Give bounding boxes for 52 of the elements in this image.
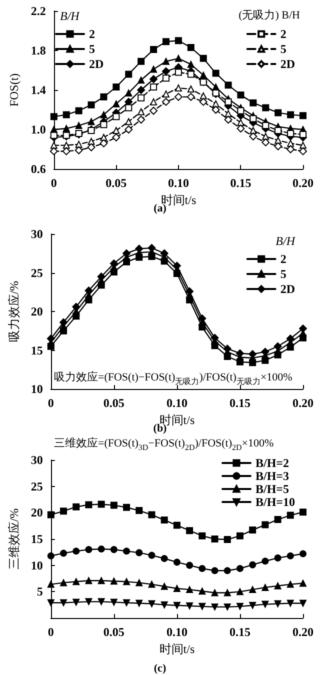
x-tick-label: 0.15 — [229, 625, 250, 639]
y-tick-label: 15 — [30, 343, 43, 358]
y-tick-label: 30 — [30, 227, 43, 241]
x-tick-label: 0.05 — [106, 176, 127, 190]
y-tick-label: 30 — [30, 453, 43, 467]
y-tick-label: 20 — [30, 506, 43, 520]
legend-label: 5 — [89, 42, 95, 56]
text: (c) — [154, 662, 166, 674]
legend-label: 2D — [280, 282, 296, 296]
legend-title: B/H — [276, 234, 296, 248]
legend-label: 2 — [280, 252, 286, 266]
x-tick-label: 0 — [48, 396, 54, 410]
legend-label: 5 — [280, 42, 286, 56]
x-tick-label: 0.10 — [166, 396, 188, 410]
legend-label: 5 — [280, 267, 286, 281]
x-tick-label: 0.20 — [292, 396, 314, 410]
legend-label: 2 — [280, 27, 286, 41]
x-tick-label: 0.05 — [103, 396, 124, 410]
x-tick-label: 0.15 — [230, 176, 252, 190]
x-tick-label: 0.20 — [292, 176, 314, 190]
y-tick-label: 25 — [30, 479, 43, 494]
y-tick-label: 1.0 — [30, 122, 46, 136]
x-axis-title: 时间t/s — [159, 642, 195, 656]
y-tick-label: 15 — [30, 532, 43, 546]
x-tick-label: 0.20 — [292, 625, 314, 639]
legend-title: B/H — [60, 9, 81, 23]
y-axis-title: FOS(t) — [7, 73, 21, 107]
legend-label: 2D — [280, 57, 296, 71]
annotation: (无吸力) B/H — [238, 8, 300, 22]
y-axis-title: 吸力效应/% — [7, 280, 21, 342]
x-tick-label: 0 — [48, 625, 54, 639]
x-tick-label: 0.10 — [166, 625, 188, 639]
x-tick-label: 0.15 — [229, 396, 250, 410]
legend-label: B/H=2 — [255, 456, 290, 470]
legend-label: B/H=3 — [255, 469, 290, 483]
legend-label: 2D — [89, 57, 104, 71]
legend-label: 2 — [89, 27, 95, 41]
y-tick-label: 5 — [36, 584, 43, 599]
x-tick-label: 0 — [50, 176, 57, 190]
y-tick-label: 10 — [30, 382, 43, 396]
y-tick-label: 10 — [30, 558, 43, 572]
y-tick-label: 1.4 — [30, 83, 46, 97]
y-tick-label: 0.6 — [30, 162, 46, 176]
y-tick-label: 25 — [30, 266, 43, 280]
x-tick-label: 0.05 — [103, 625, 124, 639]
y-tick-label: 20 — [30, 304, 43, 318]
y-tick-label: 1.8 — [30, 44, 46, 58]
y-axis-title: 三维效应/% — [7, 508, 21, 570]
legend-label: B/H=5 — [255, 482, 290, 496]
y-tick-label: 2.2 — [30, 4, 46, 18]
x-tick-label: 0.10 — [168, 176, 189, 190]
legend-label: B/H=10 — [255, 495, 296, 509]
